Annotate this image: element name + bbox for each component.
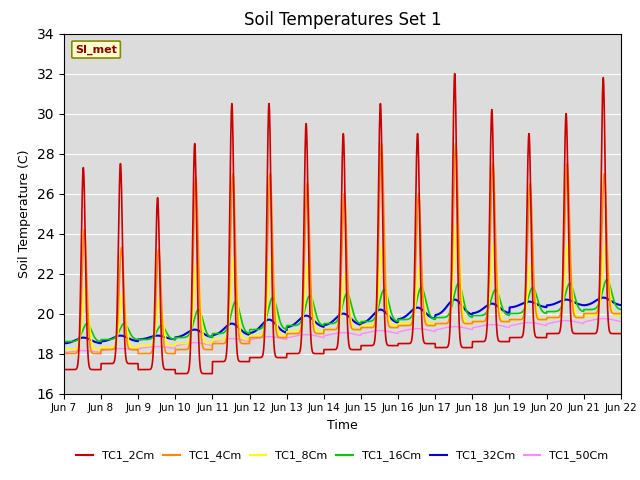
TC1_16Cm: [568, 283, 575, 288]
TC1_16Cm: [358, 319, 366, 324]
TC1_2Cm: [584, 331, 591, 336]
TC1_2Cm: [568, 328, 576, 334]
TC1_50Cm: [60, 350, 68, 356]
TC1_4Cm: [371, 322, 378, 328]
TC1_50Cm: [216, 337, 223, 343]
TC1_4Cm: [60, 351, 68, 357]
Y-axis label: Soil Temperature (C): Soil Temperature (C): [18, 149, 31, 278]
TC1_4Cm: [617, 311, 625, 316]
TC1_50Cm: [371, 328, 378, 334]
Text: SI_met: SI_met: [75, 44, 117, 55]
TC1_8Cm: [584, 312, 591, 318]
TC1_4Cm: [568, 289, 575, 295]
TC1_16Cm: [583, 307, 591, 312]
TC1_16Cm: [60, 339, 68, 345]
TC1_50Cm: [617, 319, 625, 324]
TC1_8Cm: [216, 336, 223, 342]
TC1_2Cm: [451, 71, 458, 76]
Title: Soil Temperatures Set 1: Soil Temperatures Set 1: [244, 11, 441, 29]
TC1_4Cm: [584, 311, 591, 316]
TC1_32Cm: [371, 311, 378, 316]
TC1_8Cm: [504, 319, 512, 324]
X-axis label: Time: Time: [327, 419, 358, 432]
TC1_32Cm: [60, 340, 68, 346]
TC1_16Cm: [617, 307, 625, 312]
Line: TC1_32Cm: TC1_32Cm: [64, 298, 621, 343]
TC1_16Cm: [603, 277, 611, 283]
TC1_4Cm: [452, 141, 460, 146]
TC1_32Cm: [568, 298, 575, 304]
TC1_32Cm: [216, 330, 223, 336]
TC1_8Cm: [617, 312, 625, 318]
TC1_32Cm: [583, 302, 591, 308]
TC1_8Cm: [371, 321, 378, 326]
TC1_50Cm: [600, 316, 607, 322]
Line: TC1_50Cm: TC1_50Cm: [64, 319, 621, 353]
TC1_2Cm: [505, 339, 513, 345]
TC1_32Cm: [617, 302, 625, 308]
TC1_8Cm: [358, 323, 366, 328]
TC1_4Cm: [358, 324, 366, 330]
TC1_50Cm: [504, 324, 512, 330]
TC1_16Cm: [371, 315, 378, 321]
Line: TC1_8Cm: TC1_8Cm: [64, 224, 621, 349]
Line: TC1_2Cm: TC1_2Cm: [64, 73, 621, 373]
Line: TC1_16Cm: TC1_16Cm: [64, 280, 621, 342]
TC1_2Cm: [617, 331, 625, 336]
TC1_32Cm: [358, 320, 366, 326]
TC1_50Cm: [568, 318, 575, 324]
TC1_16Cm: [504, 312, 512, 318]
TC1_8Cm: [568, 277, 575, 283]
TC1_2Cm: [216, 359, 223, 364]
TC1_2Cm: [371, 337, 379, 343]
TC1_4Cm: [504, 319, 512, 324]
TC1_50Cm: [358, 331, 366, 336]
Legend: TC1_2Cm, TC1_4Cm, TC1_8Cm, TC1_16Cm, TC1_32Cm, TC1_50Cm: TC1_2Cm, TC1_4Cm, TC1_8Cm, TC1_16Cm, TC1…: [72, 446, 613, 466]
TC1_2Cm: [60, 367, 68, 372]
TC1_2Cm: [172, 371, 179, 376]
TC1_32Cm: [504, 310, 512, 315]
TC1_16Cm: [216, 331, 223, 336]
TC1_8Cm: [60, 347, 68, 352]
TC1_50Cm: [583, 318, 591, 324]
TC1_8Cm: [453, 221, 461, 227]
TC1_2Cm: [359, 343, 367, 348]
TC1_4Cm: [216, 341, 223, 347]
Line: TC1_4Cm: TC1_4Cm: [64, 144, 621, 354]
TC1_32Cm: [600, 295, 607, 300]
